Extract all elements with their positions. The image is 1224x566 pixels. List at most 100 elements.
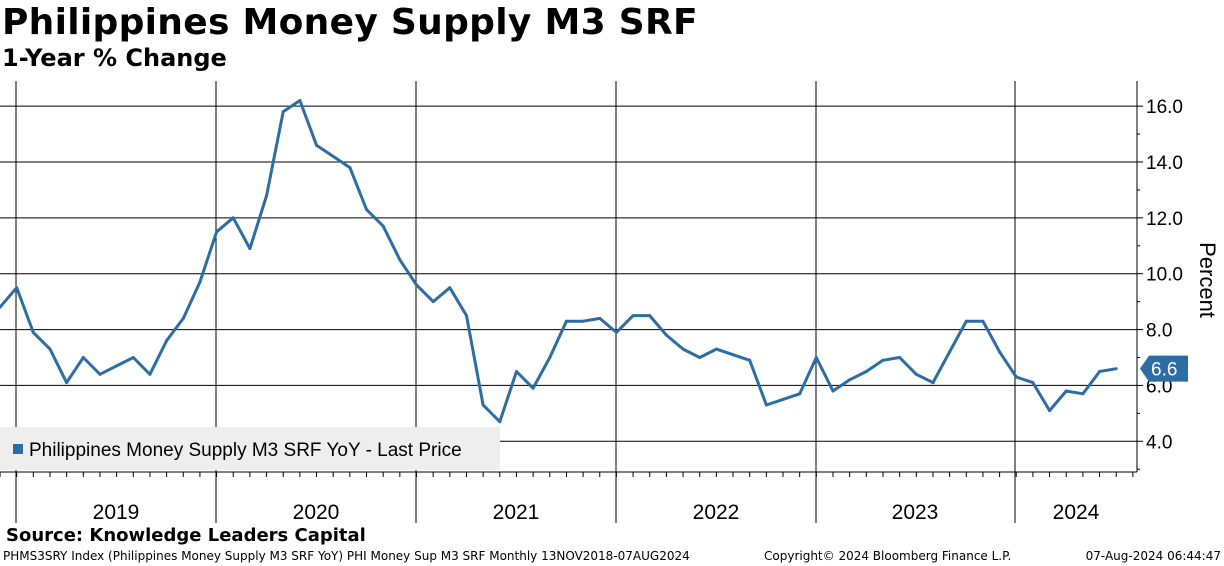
data-point-2022-04	[681, 347, 685, 351]
data-point-2023-03	[864, 370, 868, 373]
footer-ticker-info: PHMS3SRY Index (Philippines Money Supply…	[3, 549, 690, 563]
data-point-2023-09	[964, 319, 968, 323]
data-point-2023-05	[898, 356, 902, 359]
data-point-2021-10	[581, 319, 585, 323]
y-tick-label-12.0: 12.0	[1146, 209, 1183, 230]
chart-title: Philippines Money Supply M3 SRF	[2, 2, 698, 43]
x-tick-label-2021: 2021	[493, 501, 540, 524]
source-note: Source: Knowledge Leaders Capital	[6, 525, 366, 546]
data-point-2023-10	[981, 319, 985, 323]
legend-label: Philippines Money Supply M3 SRF YoY - La…	[29, 440, 462, 461]
data-point-2023-11	[998, 350, 1002, 354]
data-point-2024-01	[1031, 381, 1035, 385]
data-point-2022-05	[698, 356, 702, 359]
data-point-2021-04	[481, 403, 485, 407]
data-point-2021-02	[448, 286, 452, 290]
data-point-2021-05	[498, 420, 502, 424]
data-point-2022-06	[714, 347, 718, 351]
data-point-2022-01	[631, 314, 635, 318]
data-point-2019-05	[98, 372, 102, 376]
y-axis-label: Percent	[1195, 242, 1220, 318]
data-point-2021-01	[431, 300, 435, 304]
data-point-2022-03	[664, 333, 668, 337]
last-value-marker: 6.6	[1140, 355, 1188, 382]
data-point-2022-09	[764, 403, 768, 407]
data-point-2021-09	[564, 319, 568, 323]
legend-swatch	[13, 444, 23, 454]
data-point-2018-11	[0, 305, 2, 309]
data-point-2019-07	[131, 356, 135, 359]
x-tick-label-2023: 2023	[892, 501, 939, 524]
data-point-2022-11	[798, 392, 802, 396]
data-point-2019-12	[215, 230, 219, 234]
data-point-2020-02	[248, 247, 252, 251]
last-value-flag	[1140, 355, 1188, 382]
y-tick-label-16.0: 16.0	[1146, 97, 1183, 118]
footer-timestamp: 07-Aug-2024 06:44:47	[1085, 549, 1221, 563]
x-tick-label-2020: 2020	[293, 501, 340, 524]
data-point-2019-09	[165, 339, 169, 343]
series-line	[0, 99, 1117, 424]
data-point-2022-07	[731, 353, 735, 357]
data-point-2020-11	[398, 258, 402, 262]
legend-background	[0, 427, 500, 470]
y-axis: 4.0 6.0 8.0 10.0 12.0 14.0 16.0	[1137, 97, 1183, 470]
data-point-2021-12	[614, 330, 618, 334]
data-point-2020-07	[331, 154, 335, 158]
x-tick-label-2022: 2022	[693, 501, 740, 524]
data-point-2021-11	[598, 316, 602, 320]
legend: Philippines Money Supply M3 SRF YoY - La…	[0, 427, 500, 470]
data-point-2019-01	[31, 330, 35, 334]
data-point-2023-07	[931, 381, 935, 385]
data-point-2023-04	[881, 358, 885, 362]
data-point-2021-03	[465, 314, 468, 318]
data-point-2023-12	[1014, 375, 1018, 379]
data-point-2022-10	[781, 397, 785, 401]
footer-copyright: Copyright© 2024 Bloomberg Finance L.P.	[764, 549, 1012, 563]
data-point-2021-07	[531, 386, 535, 390]
data-point-2018-12	[15, 286, 19, 290]
data-point-2020-09	[365, 208, 368, 211]
data-point-2020-01	[231, 216, 235, 220]
x-tick-label-2019: 2019	[93, 501, 140, 524]
data-point-2024-06	[1114, 367, 1118, 371]
data-point-2021-06	[515, 370, 518, 373]
data-point-2022-08	[748, 358, 752, 362]
x-axis-year-labels: 2019 2020 2021 2022 2023 2024	[93, 501, 1100, 524]
x-tick-label-2024: 2024	[1053, 501, 1100, 524]
data-point-2019-04	[81, 356, 85, 359]
data-point-2023-02	[848, 378, 852, 382]
data-point-2020-08	[348, 166, 352, 170]
chart-subtitle: 1-Year % Change	[2, 44, 227, 72]
y-tick-label-10.0: 10.0	[1146, 265, 1183, 286]
data-point-2020-05	[298, 99, 302, 102]
data-point-2019-11	[198, 280, 202, 284]
data-point-2021-08	[548, 356, 552, 359]
data-point-2019-02	[48, 347, 52, 351]
y-tick-label-14.0: 14.0	[1146, 153, 1183, 174]
data-point-2024-05	[1098, 370, 1102, 373]
data-point-2019-10	[181, 316, 185, 320]
data-point-2020-03	[265, 194, 269, 197]
data-point-2020-12	[415, 283, 418, 287]
data-point-2024-03	[1064, 389, 1068, 393]
data-point-2019-08	[148, 372, 152, 376]
data-point-2019-06	[115, 364, 119, 368]
data-point-2024-02	[1048, 409, 1052, 413]
data-point-2020-10	[381, 224, 385, 228]
data-point-2022-12	[814, 356, 818, 359]
data-point-2023-08	[948, 350, 952, 354]
data-point-2024-04	[1081, 392, 1085, 396]
data-point-2023-01	[831, 389, 835, 393]
data-point-2020-04	[281, 110, 285, 114]
data-point-2019-03	[65, 381, 69, 385]
data-point-2023-06	[914, 372, 918, 376]
y-tick-label-4.0: 4.0	[1146, 432, 1172, 453]
y-tick-label-6.0: 6.0	[1146, 376, 1172, 397]
data-point-2022-02	[648, 314, 652, 318]
y-tick-label-8.0: 8.0	[1146, 321, 1172, 342]
data-point-2020-06	[315, 143, 318, 147]
last-value-label: 6.6	[1151, 360, 1177, 381]
series-layer	[0, 99, 1118, 424]
